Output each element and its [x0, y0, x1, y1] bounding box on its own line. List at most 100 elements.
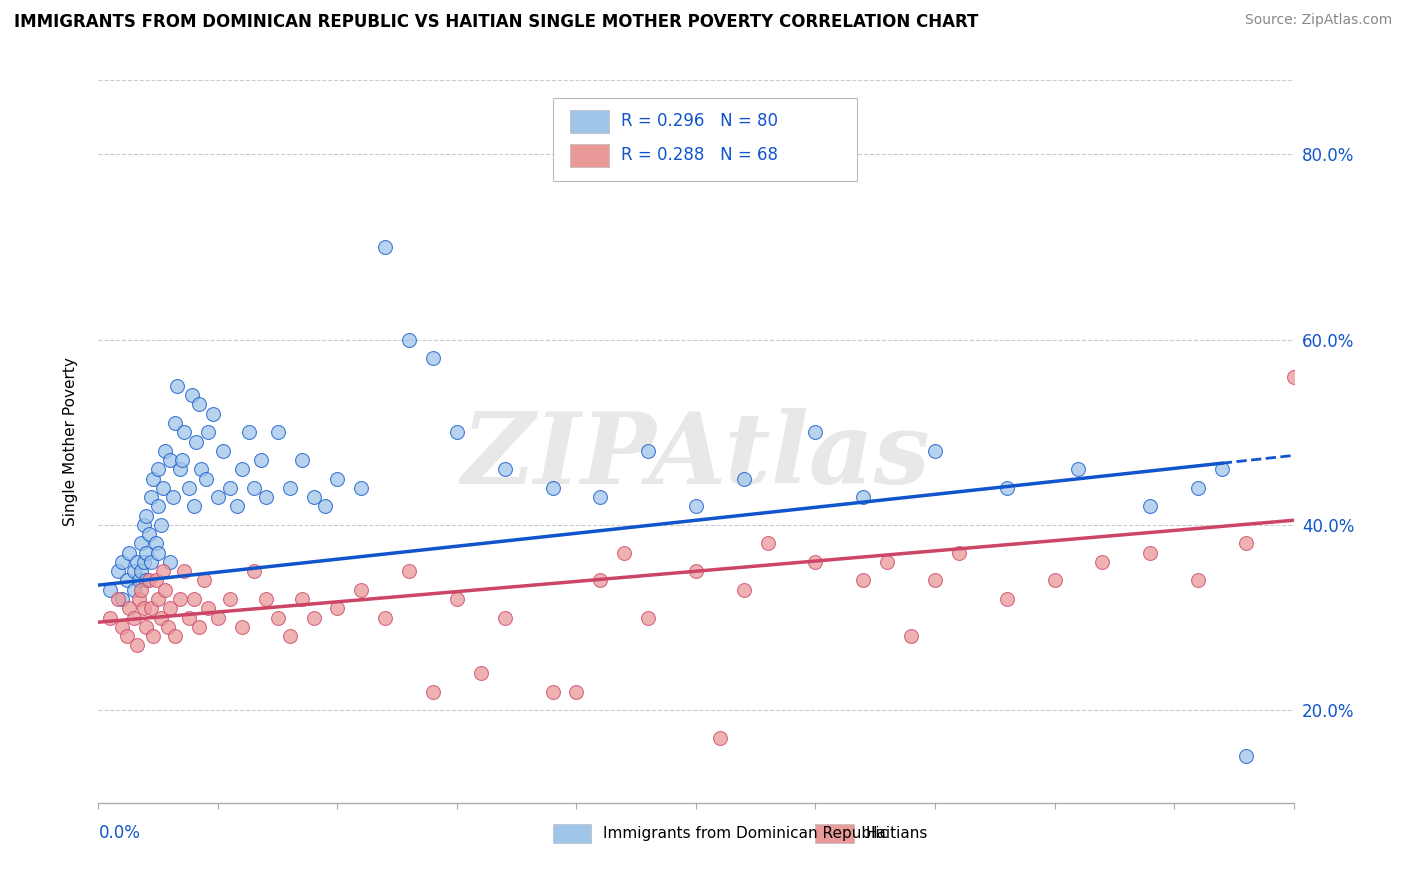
Point [422, 684, 444, 698]
FancyBboxPatch shape [571, 144, 609, 167]
Point [179, 610, 201, 624]
Point [494, 462, 516, 476]
Point [115, 574, 138, 588]
Point [124, 564, 146, 578]
Point [139, 555, 162, 569]
Point [148, 500, 170, 514]
Point [128, 592, 150, 607]
Point [219, 592, 242, 607]
Point [1139, 500, 1161, 514]
Point [132, 555, 155, 569]
Point [589, 490, 612, 504]
Point [145, 574, 167, 588]
Point [267, 425, 290, 440]
Point [142, 472, 165, 486]
Point [374, 610, 396, 624]
Point [243, 481, 266, 495]
Point [152, 481, 174, 495]
Point [163, 416, 186, 430]
Point [183, 500, 205, 514]
Point [1139, 546, 1161, 560]
Text: IMMIGRANTS FROM DOMINICAN REPUBLIC VS HAITIAN SINGLE MOTHER POVERTY CORRELATION : IMMIGRANTS FROM DOMINICAN REPUBLIC VS HA… [14, 13, 979, 31]
Point [291, 592, 314, 607]
Point [132, 601, 155, 615]
Point [125, 638, 148, 652]
Point [111, 555, 134, 569]
Point [132, 517, 155, 532]
Point [187, 620, 209, 634]
Point [278, 481, 301, 495]
Point [149, 610, 172, 624]
Point [541, 481, 564, 495]
Point [374, 240, 396, 254]
Point [446, 425, 468, 440]
Point [162, 490, 184, 504]
Point [1187, 481, 1209, 495]
Point [139, 601, 162, 615]
Point [211, 443, 233, 458]
Text: Immigrants from Dominican Republic: Immigrants from Dominican Republic [603, 826, 887, 840]
Point [637, 610, 659, 624]
Point [494, 610, 516, 624]
Point [315, 500, 337, 514]
Point [326, 601, 349, 615]
Point [219, 481, 242, 495]
Point [155, 443, 177, 458]
Point [637, 443, 659, 458]
Point [250, 453, 273, 467]
Point [131, 582, 153, 597]
Point [187, 397, 209, 411]
Point [207, 490, 229, 504]
Point [152, 564, 174, 578]
FancyBboxPatch shape [571, 110, 609, 133]
Point [709, 731, 731, 745]
Point [226, 500, 249, 514]
Text: Haitians: Haitians [866, 826, 928, 840]
Point [193, 574, 215, 588]
Point [166, 379, 188, 393]
Point [98, 610, 122, 624]
Text: Source: ZipAtlas.com: Source: ZipAtlas.com [1244, 13, 1392, 28]
Point [124, 610, 146, 624]
Point [135, 546, 157, 560]
Point [291, 453, 314, 467]
Point [148, 592, 170, 607]
Point [948, 546, 970, 560]
Point [541, 684, 564, 698]
Point [124, 582, 146, 597]
Point [852, 574, 875, 588]
Point [565, 684, 588, 698]
Point [733, 582, 755, 597]
Point [231, 620, 253, 634]
Point [900, 629, 922, 643]
Point [131, 564, 153, 578]
Point [804, 555, 827, 569]
Point [995, 481, 1018, 495]
Point [398, 333, 420, 347]
Point [995, 592, 1018, 607]
Point [142, 629, 165, 643]
Point [180, 388, 202, 402]
Point [190, 462, 212, 476]
FancyBboxPatch shape [553, 98, 858, 181]
Point [1234, 536, 1257, 550]
Point [1043, 574, 1066, 588]
Point [98, 582, 122, 597]
Point [350, 582, 373, 597]
Point [118, 546, 141, 560]
Point [125, 555, 148, 569]
Point [202, 407, 225, 421]
Text: R = 0.296   N = 80: R = 0.296 N = 80 [620, 112, 778, 130]
Point [107, 564, 129, 578]
Point [138, 527, 160, 541]
Point [139, 490, 162, 504]
Point [733, 472, 755, 486]
Point [470, 666, 492, 681]
Point [135, 620, 157, 634]
Point [589, 574, 612, 588]
Point [1187, 574, 1209, 588]
Point [278, 629, 301, 643]
Point [197, 425, 219, 440]
Y-axis label: Single Mother Poverty: Single Mother Poverty [63, 357, 77, 526]
Point [267, 610, 290, 624]
